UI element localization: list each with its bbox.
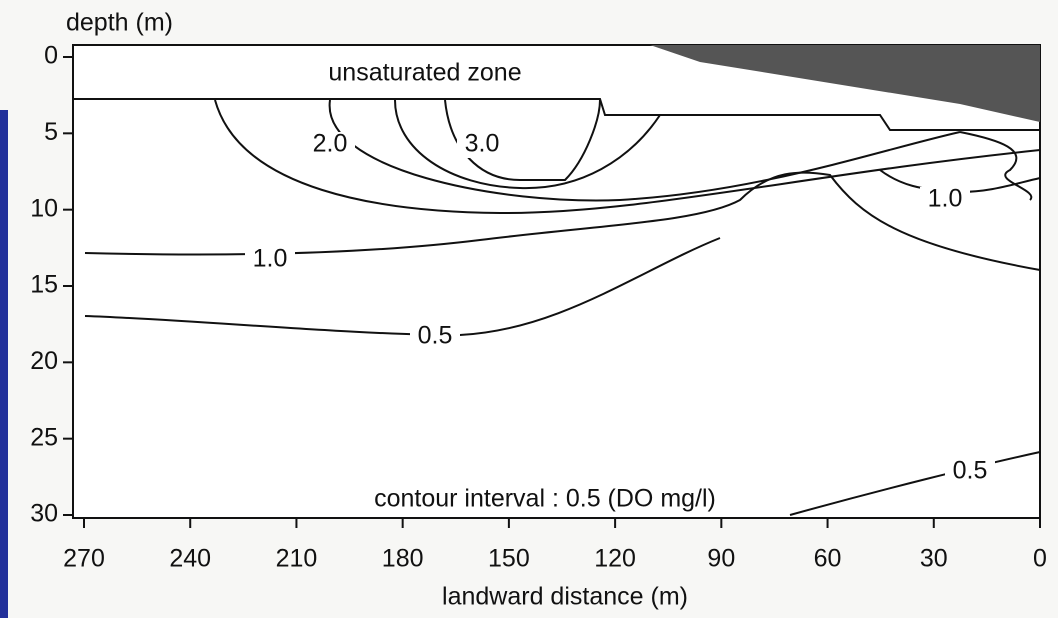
y-tick-label: 30 [30,500,58,528]
contour-label: 2.0 [313,130,348,158]
annotation: contour interval : 0.5 (DO mg/l) [374,485,716,513]
x-tick-label: 60 [814,545,842,573]
contour-label: 0.5 [953,457,988,485]
annotation: unsaturated zone [328,59,521,87]
contour-line [394,99,661,190]
x-tick-label: 30 [920,545,948,573]
label-mask [245,247,295,273]
label-mask [457,132,507,158]
x-tick-label: 240 [169,545,211,573]
x-tick-label: 270 [63,545,105,573]
contour-line [328,99,961,202]
x-tick-label: 90 [707,545,735,573]
label-mask [410,324,460,350]
contour-label: 1.0 [928,185,963,213]
plot-frame [72,44,1041,519]
contour-label: 3.0 [465,130,500,158]
y-tick-label: 5 [44,118,58,146]
y-tick-label: 15 [30,271,58,299]
x-axis-label: landward distance (m) [442,583,688,611]
x-tick-label: 210 [276,545,318,573]
water-table [73,98,1040,131]
contour-label: 0.5 [418,322,453,350]
label-mask [305,132,355,158]
contour-line [789,451,1041,516]
x-tick-label: 150 [488,545,530,573]
contour-label: 1.0 [253,245,288,273]
x-tick-label: 180 [382,545,424,573]
y-axis-label: depth (m) [66,9,173,37]
shaded-wedge [650,45,1040,122]
contour-line [444,99,601,181]
y-tick-label: 20 [30,347,58,375]
label-mask [945,459,995,485]
contour-line [214,99,1041,215]
y-tick-label: 10 [30,194,58,222]
label-mask [920,187,970,213]
contour-line [959,131,1033,201]
y-tick-label: 25 [30,423,58,451]
x-tick-label: 0 [1033,545,1047,573]
x-tick-label: 120 [594,545,636,573]
contour-line [84,171,1041,271]
y-tick-label: 0 [44,42,58,70]
side-strip [0,110,8,618]
